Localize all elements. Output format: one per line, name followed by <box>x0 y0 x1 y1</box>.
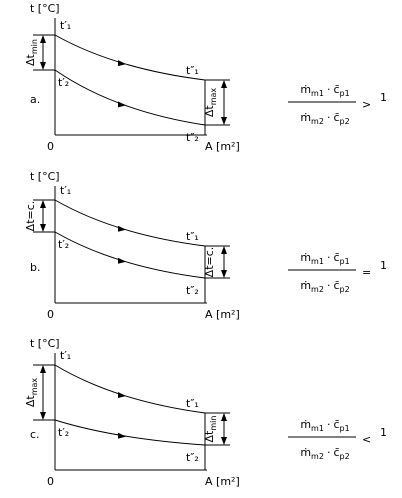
panel-label: c. <box>30 428 40 441</box>
flow-arrow <box>118 60 126 67</box>
t1-out: t″₁ <box>186 397 199 410</box>
x-axis-label: A [m²] <box>205 308 240 321</box>
dot: · <box>327 83 331 96</box>
y-axis-label: t [°C] <box>30 2 60 15</box>
flow-arrow <box>118 392 126 398</box>
c: c̄ <box>333 446 339 459</box>
m-sub: m1 <box>311 424 324 433</box>
m-sub: m2 <box>311 117 324 126</box>
relation: < <box>362 433 371 446</box>
y-axis-label: t [°C] <box>30 170 60 183</box>
t1-in: t′₁ <box>60 349 71 362</box>
right-delta-sub: min <box>209 416 218 431</box>
dot: · <box>327 418 331 431</box>
t2-out: t″₂ <box>186 131 199 144</box>
dot: · <box>327 446 331 459</box>
left-delta: Δtmin <box>24 39 39 66</box>
left-delta: Δt=c. <box>24 201 37 232</box>
formula-num: ṁm1 · c̄p1 <box>300 418 349 433</box>
cold-curve <box>54 419 206 446</box>
hot-curve <box>54 199 206 247</box>
right-delta: Δtmin <box>203 416 218 443</box>
flow-arrow <box>118 432 126 439</box>
c: c̄ <box>333 111 339 124</box>
t2-out: t″₂ <box>186 284 199 297</box>
right-delta: Δt=c. <box>203 247 216 278</box>
dot: · <box>327 251 331 264</box>
m-sub: m2 <box>311 452 324 461</box>
m-sub: m1 <box>311 257 324 266</box>
flow-arrow <box>118 225 126 232</box>
c-sub: p1 <box>340 257 350 266</box>
t2-out: t″₂ <box>186 451 199 464</box>
m: ṁ <box>300 111 311 124</box>
left-delta-sub: min <box>30 39 39 54</box>
c-sub: p1 <box>340 89 350 98</box>
one: 1 <box>380 91 387 104</box>
c: c̄ <box>333 279 339 292</box>
m: ṁ <box>300 418 311 431</box>
t2-in: t′₂ <box>58 238 69 251</box>
c: c̄ <box>333 83 339 96</box>
right-delta-main: Δt <box>203 105 216 118</box>
flow-arrow <box>118 257 126 264</box>
dot: · <box>327 111 331 124</box>
right-delta-main: Δt=c. <box>203 247 216 278</box>
one: 1 <box>380 259 387 272</box>
c-sub: p2 <box>340 285 350 294</box>
cold-curve <box>54 69 206 126</box>
origin: 0 <box>47 475 54 488</box>
m-sub: m1 <box>311 89 324 98</box>
formula-den: ṁm2 · c̄p2 <box>300 111 349 126</box>
y-axis-label: t [°C] <box>30 337 60 350</box>
t2-in: t′₂ <box>58 76 69 89</box>
left-delta-sub: max <box>30 378 39 396</box>
left-delta: Δtmax <box>24 378 39 408</box>
origin: 0 <box>47 140 54 153</box>
origin: 0 <box>47 308 54 321</box>
formula-num: ṁm1 · c̄p1 <box>300 251 349 266</box>
formula-den: ṁm2 · c̄p2 <box>300 446 349 461</box>
left-delta-main: Δt=c. <box>24 201 37 232</box>
m: ṁ <box>300 279 311 292</box>
panel-label: b. <box>30 261 40 274</box>
c-sub: p2 <box>340 117 350 126</box>
hot-curve <box>54 364 206 414</box>
one: 1 <box>380 426 387 439</box>
m-sub: m2 <box>311 285 324 294</box>
t1-out: t″₁ <box>186 64 199 77</box>
formula-num: ṁm1 · c̄p1 <box>300 83 349 98</box>
m: ṁ <box>300 251 311 264</box>
left-delta-main: Δt <box>24 395 37 408</box>
c-sub: p1 <box>340 424 350 433</box>
t1-in: t′₁ <box>60 184 71 197</box>
right-delta-sub: max <box>209 88 218 106</box>
t1-in: t′₁ <box>60 19 71 32</box>
c-sub: p2 <box>340 452 350 461</box>
c: c̄ <box>333 418 339 431</box>
relation: = <box>362 266 371 279</box>
dot: · <box>327 279 331 292</box>
relation: > <box>362 98 371 111</box>
right-delta-main: Δt <box>203 430 216 443</box>
m: ṁ <box>300 83 311 96</box>
right-delta: Δtmax <box>203 88 218 118</box>
left-delta-main: Δt <box>24 53 37 66</box>
hot-curve <box>54 34 206 81</box>
t1-out: t″₁ <box>186 230 199 243</box>
x-axis-label: A [m²] <box>205 475 240 488</box>
m: ṁ <box>300 446 311 459</box>
cold-curve <box>54 231 206 279</box>
x-axis-label: A [m²] <box>205 140 240 153</box>
t2-in: t′₂ <box>58 426 69 439</box>
formula-den: ṁm2 · c̄p2 <box>300 279 349 294</box>
flow-arrow <box>118 101 126 108</box>
panel-label: a. <box>30 93 40 106</box>
c: c̄ <box>333 251 339 264</box>
